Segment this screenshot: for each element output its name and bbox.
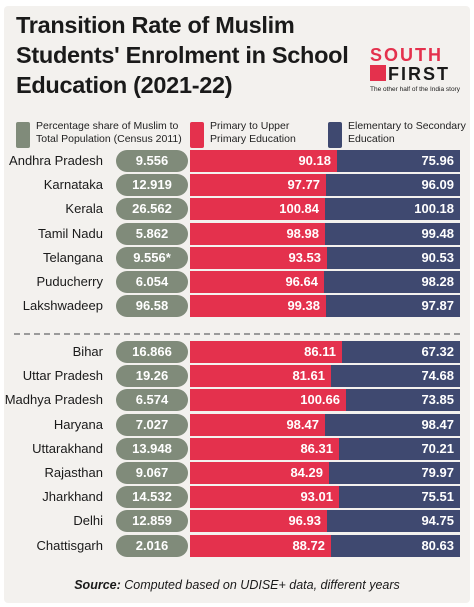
primary-bar: 100.84 <box>190 198 325 221</box>
share-value-pill: 6.054 <box>116 271 188 293</box>
logo-tagline: The other half of the India story <box>370 86 460 93</box>
primary-bar: 96.64 <box>190 271 324 293</box>
elementary-bar: 67.32 <box>342 341 460 363</box>
elementary-bar: 75.96 <box>337 150 460 172</box>
elementary-bar: 98.47 <box>325 413 460 436</box>
share-value-pill: 26.562 <box>116 198 188 221</box>
state-label: Bihar <box>72 344 103 359</box>
primary-bar: 84.29 <box>190 462 329 484</box>
share-value-pill: 96.58 <box>116 295 188 318</box>
primary-bar: 99.38 <box>190 295 326 318</box>
share-value-pill: 12.859 <box>116 510 188 533</box>
share-value-pill: 13.948 <box>116 437 188 460</box>
elementary-bar: 73.85 <box>346 389 460 412</box>
primary-bar: 93.53 <box>190 246 327 269</box>
state-label: Karnataka <box>43 177 103 193</box>
elementary-bar: 99.48 <box>325 222 460 245</box>
elementary-bar: 94.75 <box>327 510 460 533</box>
state-label: Tamil Nadu <box>37 225 103 241</box>
primary-bar: 96.93 <box>190 510 327 533</box>
infographic-card: Transition Rate of Muslim Students' Enro… <box>4 6 470 603</box>
source-note: Source: Computed based on UDISE+ data, d… <box>4 578 470 592</box>
share-value-pill: 12.919 <box>116 174 188 197</box>
elementary-bar: 80.63 <box>331 534 460 557</box>
elementary-bar: 74.68 <box>331 365 460 388</box>
legend-label-primary: Primary to Upper Primary Education <box>210 120 296 145</box>
source-text: Computed based on UDISE+ data, different… <box>124 578 400 592</box>
share-value-pill: 9.556 <box>116 150 188 172</box>
legend-label-elementary: Elementary to Secondary Education <box>348 120 466 145</box>
primary-bar: 93.01 <box>190 486 339 509</box>
elementary-bar: 70.21 <box>339 437 460 460</box>
elementary-bar: 90.53 <box>327 246 460 269</box>
primary-bar: 86.11 <box>190 341 342 363</box>
share-value-pill: 9.556* <box>116 246 188 269</box>
primary-bar: 98.47 <box>190 413 325 436</box>
primary-bar: 86.31 <box>190 437 339 460</box>
state-label: Chattisgarh <box>36 537 103 553</box>
state-label: Uttar Pradesh <box>22 368 103 384</box>
primary-bar: 100.66 <box>190 389 346 412</box>
share-value-pill: 9.067 <box>116 462 188 484</box>
state-label: Kerala <box>65 201 103 217</box>
primary-bar: 88.72 <box>190 534 331 557</box>
state-label: Rajasthan <box>44 465 103 480</box>
elementary-bar: 96.09 <box>326 174 460 197</box>
elementary-bar: 100.18 <box>325 198 460 221</box>
state-label: Jharkhand <box>42 489 103 505</box>
state-label: Andhra Pradesh <box>9 153 103 168</box>
state-label: Uttarakhand <box>32 440 103 456</box>
primary-bar: 90.18 <box>190 150 337 172</box>
share-value-pill: 2.016 <box>116 534 188 557</box>
state-label: Delhi <box>73 513 103 529</box>
primary-bar: 98.98 <box>190 222 325 245</box>
state-label: Madhya Pradesh <box>4 392 103 408</box>
legend-swatch-elementary <box>328 122 342 148</box>
primary-bar: 97.77 <box>190 174 326 197</box>
legend-label-share: Percentage share of Muslim to Total Popu… <box>36 120 182 145</box>
share-value-pill: 14.532 <box>116 486 188 509</box>
share-value-pill: 5.862 <box>116 222 188 245</box>
state-label: Haryana <box>53 416 103 432</box>
state-label: Puducherry <box>36 274 103 289</box>
group-divider <box>14 333 460 335</box>
share-value-pill: 16.866 <box>116 341 188 363</box>
share-value-pill: 7.027 <box>116 413 188 436</box>
state-label: Telangana <box>43 249 103 265</box>
logo-line-1: SOUTH <box>370 45 443 65</box>
elementary-bar: 98.28 <box>324 271 460 293</box>
elementary-bar: 97.87 <box>326 295 460 318</box>
logo-line-2: FIRST <box>388 64 450 84</box>
legend-swatch-primary <box>190 122 204 148</box>
legend-swatch-share <box>16 122 30 148</box>
share-value-pill: 6.574 <box>116 389 188 412</box>
elementary-bar: 75.51 <box>339 486 460 509</box>
logo-red-square <box>370 65 386 81</box>
south-first-logo: SOUTH FIRST The other half of the India … <box>366 46 466 100</box>
primary-bar: 81.61 <box>190 365 331 388</box>
source-label: Source: <box>74 578 121 592</box>
chart-title: Transition Rate of Muslim Students' Enro… <box>16 12 349 98</box>
share-value-pill: 19.26 <box>116 365 188 388</box>
elementary-bar: 79.97 <box>329 462 460 484</box>
state-label: Lakshwadeep <box>22 298 103 314</box>
